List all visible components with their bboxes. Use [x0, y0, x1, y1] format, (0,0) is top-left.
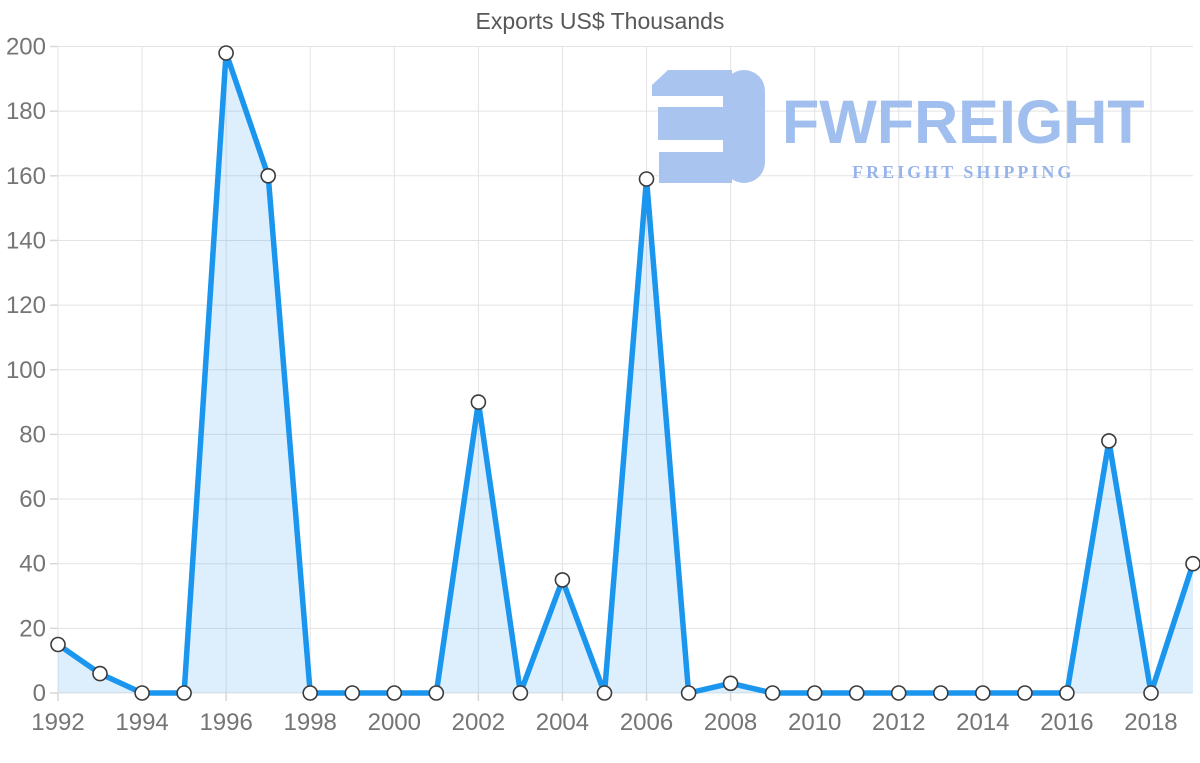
- x-tick-label: 2004: [536, 709, 589, 736]
- data-point-marker: 1993: 6: [92, 665, 108, 682]
- area-fill: [58, 53, 1193, 693]
- y-tick-label: 180: [6, 98, 46, 125]
- chart-title: Exports US$ Thousands: [475, 8, 725, 34]
- x-tick-label: 2018: [1124, 709, 1177, 736]
- y-tick-label: 0: [33, 680, 46, 707]
- x-tick-label: 2014: [956, 709, 1009, 736]
- watermark-text-block: FWFREIGHT FREIGHT SHIPPING: [782, 92, 1145, 183]
- data-point-marker: 2006: 159: [638, 171, 655, 187]
- data-point-marker: 2012: 0: [890, 685, 907, 701]
- data-point-marker: 2018: 0: [1143, 685, 1159, 701]
- y-tick-label: 120: [6, 292, 46, 319]
- data-point-marker: 1996: 198: [218, 45, 234, 61]
- fwfreight-logo-icon: [652, 70, 765, 183]
- x-tick-label: 2010: [788, 709, 841, 736]
- x-tick-label: 1994: [115, 709, 168, 736]
- data-point-marker: 2005: 0: [596, 685, 613, 701]
- x-tick-label: 1998: [284, 709, 337, 736]
- data-point-marker: 2011: 0: [848, 685, 865, 701]
- data-point-marker: 2015: 0: [1017, 685, 1033, 701]
- data-point-marker: 2010: 0: [806, 685, 823, 701]
- data-point-marker: 1994: 0: [134, 685, 150, 701]
- data-point-marker: 1998: 0: [302, 685, 319, 701]
- data-point-marker: 2002: 90: [470, 394, 487, 410]
- y-tick-label: 40: [19, 551, 46, 578]
- x-tick-label: 2008: [704, 709, 757, 736]
- data-point-marker: 2000: 0: [386, 685, 403, 701]
- data-point-marker: 1997: 160: [260, 168, 277, 184]
- y-tick-label: 60: [19, 486, 46, 513]
- x-tick-label: 1996: [199, 709, 252, 736]
- x-tick-label: 2000: [368, 709, 421, 736]
- x-tick-label: 2006: [620, 709, 673, 736]
- x-tick-label: 2002: [452, 709, 505, 736]
- data-point-marker: 1995: 0: [176, 685, 192, 701]
- data-point-marker: 2007: 0: [680, 685, 697, 701]
- data-point-marker: 2008: 3: [722, 675, 739, 692]
- y-tick-label: 80: [19, 421, 46, 448]
- y-tick-label: 200: [6, 34, 46, 61]
- x-tick-label: 1992: [31, 709, 84, 736]
- watermark-brand: FWFREIGHT: [782, 88, 1145, 156]
- watermark: FWFREIGHT FREIGHT SHIPPING: [648, 70, 1145, 183]
- x-tick-label: 2016: [1040, 709, 1093, 736]
- y-tick-label: 20: [19, 615, 46, 642]
- data-point-marker: 2017: 78: [1101, 433, 1117, 449]
- data-point-marker: 1992: 15: [50, 636, 66, 653]
- watermark-tagline: FREIGHT SHIPPING: [852, 162, 1075, 182]
- data-point-marker: 2014: 0: [974, 685, 991, 701]
- x-tick-label: 2012: [872, 709, 925, 736]
- y-tick-label: 140: [6, 227, 46, 254]
- y-tick-label: 100: [6, 357, 46, 384]
- y-tick-label: 160: [6, 163, 46, 190]
- series-line: [55, 50, 1196, 696]
- data-point-marker: 2003: 0: [512, 685, 529, 701]
- data-point-marker: 2009: 0: [764, 685, 781, 701]
- data-point-marker: 2016: 0: [1059, 685, 1075, 701]
- data-point-marker: 2013: 0: [932, 685, 949, 701]
- data-point-marker: 2004: 35: [554, 572, 571, 588]
- data-point-marker: 1999: 0: [344, 685, 361, 701]
- data-point-marker: 2019: 40: [1185, 555, 1200, 572]
